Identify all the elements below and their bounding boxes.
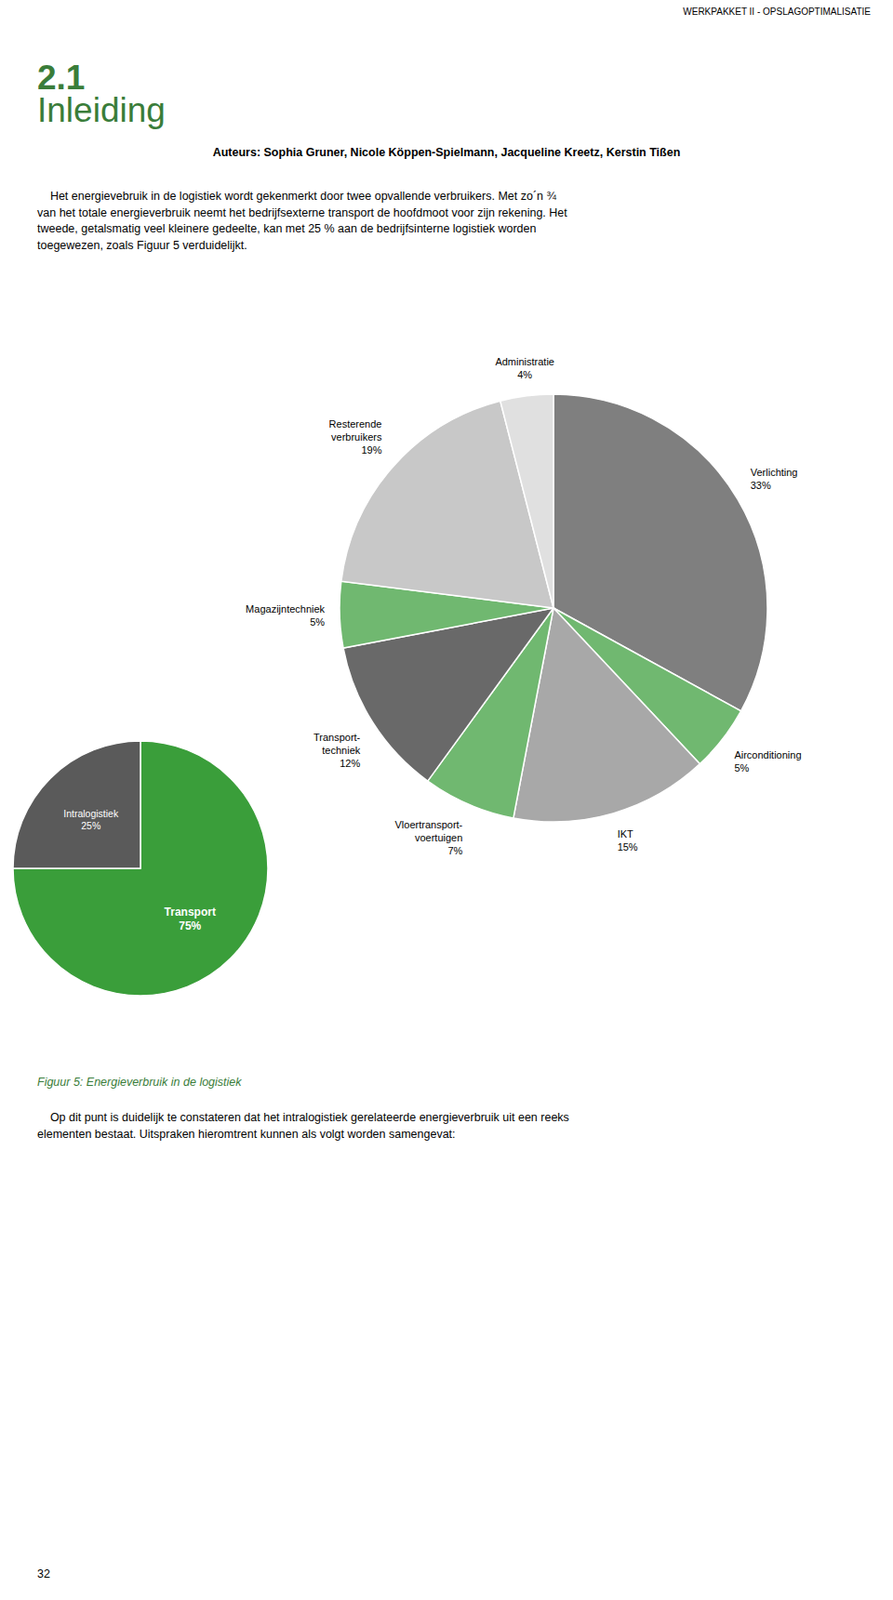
slice-category-line: Vloertransport- [395, 819, 464, 831]
small-slice-value-label: 75% [178, 919, 201, 933]
body-text: tweede, getalsmatig veel kleinere gedeel… [37, 222, 536, 236]
slice-value-label: 12% [339, 758, 360, 770]
authors: Auteurs: Sophia Gruner, Nicole Köppen-Sp… [213, 146, 681, 160]
slice-value-label: 15% [617, 841, 639, 854]
small-slice-category: Intralogistiek [63, 808, 120, 820]
title-text: Inleiding [37, 91, 166, 130]
pie-1 [13, 741, 268, 997]
slice-category-line: Airconditioning [733, 749, 801, 761]
slice-category-line: voertuigen [414, 832, 463, 844]
slice-value-label: 33% [750, 479, 772, 492]
slice-labels: Verlichting33%Airconditioning5%IKT15%Vlo… [245, 356, 801, 857]
slice-category-line: IKT [617, 828, 634, 840]
body-text: van het totale energieverbruik neemt het… [37, 206, 568, 220]
footer-text: Op dit punt is duidelijk te constateren … [37, 1111, 570, 1125]
pie-slice [13, 741, 141, 869]
pie-slice [13, 741, 268, 997]
pie-slice [500, 394, 554, 609]
slice-category-line: Resterende [329, 418, 383, 430]
page: WERKPAKKET II - OPSLAGOPTIMALISATIE2.1In… [0, 0, 893, 1600]
pie-0 [339, 394, 768, 823]
small-slice-labels: Transport75% Intralogistiek25% [63, 808, 216, 934]
slice-category: Airconditioning [733, 749, 801, 761]
slice-category: Verlichting [750, 466, 799, 479]
slice-value-label: 7% [447, 845, 463, 857]
body-text: toegewezen, zoals Figuur 5 verduidelijkt… [37, 239, 248, 253]
slice-category: Resterendeverbruikers [329, 418, 383, 443]
slice-category-line: verbruikers [331, 431, 383, 443]
small-slice-category: Transport [164, 906, 216, 920]
slice-value-label: 4% [517, 369, 533, 381]
slice-value-label: 5% [733, 762, 749, 774]
slice-category: Administratie [494, 356, 555, 368]
slice-category-line: Verlichting [750, 466, 799, 479]
slice-category: Vloertransport-voertuigen [395, 819, 464, 844]
slice-category: Transport-techniek [313, 732, 361, 757]
slice-category-line: Administratie [494, 356, 555, 368]
slice-category: IKT [617, 828, 634, 840]
slice-category-line: techniek [321, 745, 360, 757]
footer-text: elementen bestaat. Uitspraken hieromtren… [37, 1128, 456, 1142]
figure-caption: Figuur 5: Energieverbruik in de logistie… [37, 1076, 242, 1090]
header: WERKPAKKET II - OPSLAGOPTIMALISATIE [682, 6, 871, 17]
slice-category: Magazijntechniek [245, 603, 325, 615]
slice-value-label: 5% [309, 616, 325, 628]
page-number: 32 [37, 1568, 51, 1582]
slice-value-label: 19% [360, 444, 382, 456]
small-slice-value-label: 25% [80, 820, 101, 832]
body-text: Het energievebruik in de logistiek wordt… [37, 189, 557, 203]
slice-category-line: Transport- [313, 732, 361, 744]
slice-category-line: Magazijntechniek [245, 603, 325, 615]
